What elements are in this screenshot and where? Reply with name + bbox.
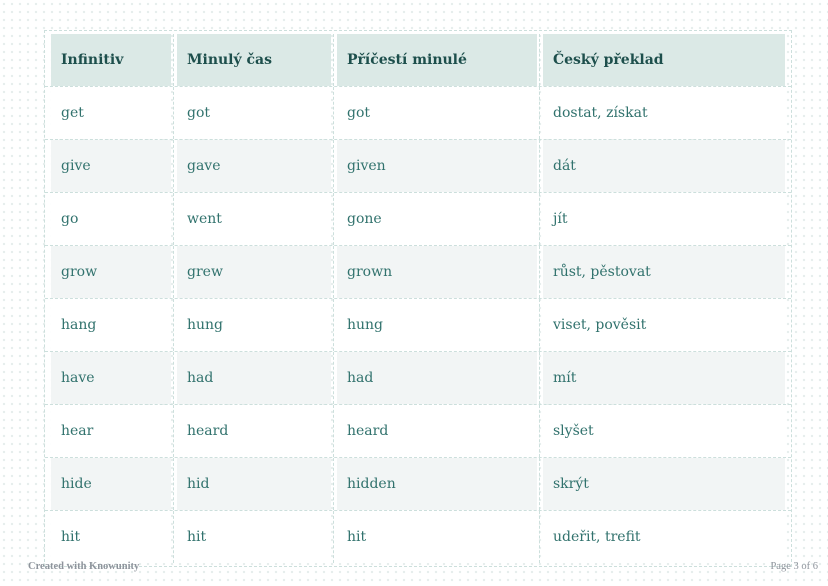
table-row: go went gone jít: [45, 193, 791, 246]
column-header-past-tense: Minulý čas: [173, 34, 331, 86]
table-row: hit hit hit udeřit, trefit: [45, 511, 791, 563]
table-cell: get: [51, 87, 171, 139]
table-cell: grew: [173, 246, 331, 298]
table-cell: udeřit, trefit: [539, 511, 785, 563]
column-header-infinitiv: Infinitiv: [51, 34, 171, 86]
table-cell: hit: [51, 511, 171, 563]
table-cell: hit: [333, 511, 537, 563]
table-row: hide hid hidden skrýt: [45, 458, 791, 511]
table-cell: viset, pověsit: [539, 299, 785, 351]
table-cell: mít: [539, 352, 785, 404]
table-cell: hang: [51, 299, 171, 351]
table-cell: hid: [173, 458, 331, 510]
table-cell: went: [173, 193, 331, 245]
table-cell: dát: [539, 140, 785, 192]
table-row: get got got dostat, získat: [45, 87, 791, 140]
table-row: hear heard heard slyšet: [45, 405, 791, 458]
table-cell: hung: [333, 299, 537, 351]
table-cell: hung: [173, 299, 331, 351]
table-cell: grow: [51, 246, 171, 298]
table-cell: jít: [539, 193, 785, 245]
table-cell: have: [51, 352, 171, 404]
table-header-row: Infinitiv Minulý čas Příčestí minulé Čes…: [45, 34, 791, 87]
table-cell: hear: [51, 405, 171, 457]
table-row: grow grew grown růst, pěstovat: [45, 246, 791, 299]
table-row: give gave given dát: [45, 140, 791, 193]
table-cell: hit: [173, 511, 331, 563]
table-cell: slyšet: [539, 405, 785, 457]
column-header-czech-translation: Český překlad: [539, 34, 785, 86]
table-row: hang hung hung viset, pověsit: [45, 299, 791, 352]
table-row: have had had mít: [45, 352, 791, 405]
footer-credit: Created with Knowunity: [28, 561, 140, 572]
table-cell: gave: [173, 140, 331, 192]
table-cell: got: [173, 87, 331, 139]
table-cell: got: [333, 87, 537, 139]
table-cell: given: [333, 140, 537, 192]
table-cell: růst, pěstovat: [539, 246, 785, 298]
table-cell: grown: [333, 246, 537, 298]
table-cell: hidden: [333, 458, 537, 510]
table-cell: had: [173, 352, 331, 404]
table-cell: gone: [333, 193, 537, 245]
table-cell: skrýt: [539, 458, 785, 510]
table-cell: give: [51, 140, 171, 192]
table-cell: hide: [51, 458, 171, 510]
table-cell: go: [51, 193, 171, 245]
page-number: Page 3 of 6: [770, 561, 818, 572]
column-header-past-participle: Příčestí minulé: [333, 34, 537, 86]
table-cell: heard: [333, 405, 537, 457]
table-cell: had: [333, 352, 537, 404]
irregular-verbs-table: Infinitiv Minulý čas Příčestí minulé Čes…: [44, 30, 792, 567]
table-cell: heard: [173, 405, 331, 457]
table-cell: dostat, získat: [539, 87, 785, 139]
page-footer: Created with Knowunity Page 3 of 6: [28, 561, 818, 572]
